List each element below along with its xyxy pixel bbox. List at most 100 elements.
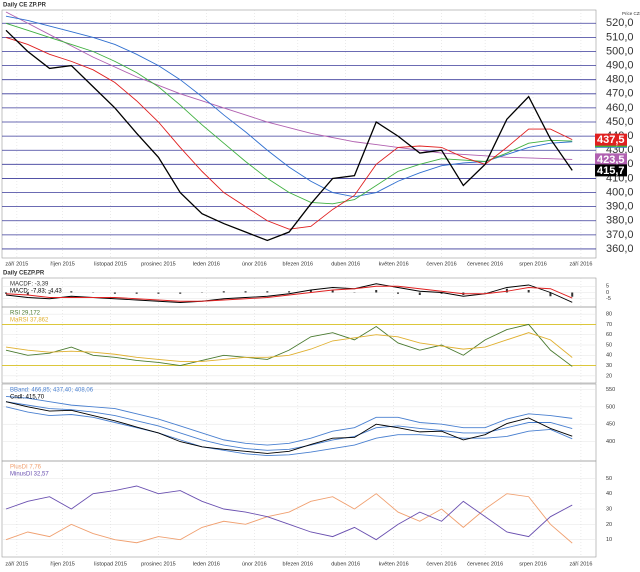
y-tick-label: 460,0 <box>606 102 634 114</box>
y-tick-label: 400,0 <box>606 186 634 198</box>
histogram-bar <box>179 292 182 294</box>
legend-entry: MACD: -7,83; -4,43 <box>10 289 62 295</box>
y-tick-label: 400 <box>606 439 615 445</box>
x-tick-label: červenec 2016 <box>467 561 503 567</box>
histogram-bar <box>244 291 247 293</box>
y-tick-label: 390,0 <box>606 201 634 213</box>
series-line <box>5 29 573 242</box>
panel-title: Daily CEZP.PR <box>3 271 45 277</box>
histogram-bar <box>70 291 73 293</box>
x-tick-label: červen 2016 <box>426 261 456 267</box>
y-tick-label: 360,0 <box>606 243 634 255</box>
series-line <box>5 401 573 451</box>
price-marker-label: 437,5 <box>597 134 625 146</box>
x-tick-label: únor 2016 <box>242 561 267 567</box>
y-tick-label: 50 <box>606 476 612 482</box>
x-tick-label: červenec 2016 <box>467 261 503 267</box>
x-tick-label: květen 2016 <box>379 261 409 267</box>
histogram-bar <box>5 292 7 294</box>
histogram-bar <box>397 292 399 294</box>
x-tick-label: prosinec 2015 <box>141 261 176 267</box>
histogram-bar <box>26 292 29 295</box>
x-tick-label: duben 2016 <box>331 561 360 567</box>
series-line <box>5 406 573 456</box>
histogram-bar <box>571 292 574 297</box>
series-line <box>5 285 573 302</box>
y-tick-label: 380,0 <box>606 215 634 227</box>
y-tick-label: 20 <box>606 373 612 379</box>
x-tick-label: listopad 2015 <box>94 561 127 567</box>
y-tick-label: 520,0 <box>606 17 634 29</box>
x-tick-label: duben 2016 <box>331 261 360 267</box>
x-tick-label: květen 2016 <box>379 561 409 567</box>
y-tick-label: 40 <box>606 353 612 359</box>
y-tick-label: 500 <box>606 404 615 410</box>
histogram-bar <box>418 292 421 295</box>
x-tick-label: srpen 2016 <box>519 561 547 567</box>
series-line <box>5 493 573 544</box>
x-tick-label: září 2016 <box>569 561 592 567</box>
y-tick-label: 50 <box>606 342 612 348</box>
y-axis-label: Price CZK <box>622 11 640 16</box>
price-marker <box>595 133 627 146</box>
histogram-bar <box>48 292 51 294</box>
y-tick-label: 480,0 <box>606 74 634 86</box>
histogram-bar <box>549 292 552 297</box>
x-tick-label: září 2015 <box>5 261 28 267</box>
histogram-bar <box>309 290 312 293</box>
x-tick-label: březen 2016 <box>283 561 314 567</box>
x-tick-label: září 2016 <box>569 261 592 267</box>
y-tick-label: 0 <box>606 290 609 296</box>
y-tick-label: 490,0 <box>606 60 634 72</box>
price-marker <box>595 153 627 166</box>
y-tick-label: 10 <box>606 537 612 543</box>
legend-entry: Cndl: 415,70 <box>10 395 45 401</box>
x-tick-label: září 2015 <box>5 561 28 567</box>
histogram-bar <box>375 290 378 293</box>
x-tick-label: březen 2016 <box>283 261 314 267</box>
histogram-bar <box>440 292 443 294</box>
x-tick-label: říjen 2015 <box>50 261 74 267</box>
histogram-bar <box>331 290 334 293</box>
price-marker-label: 423,5 <box>597 154 625 166</box>
series-line <box>5 11 573 160</box>
series-line <box>5 485 573 541</box>
y-tick-label: -5 <box>606 296 611 302</box>
y-tick-label: 80 <box>606 312 612 318</box>
price-marker-label: 415,7 <box>597 165 625 177</box>
legend-entry: MinusDI 32,57 <box>10 472 49 478</box>
y-tick-label: 510,0 <box>606 31 634 43</box>
histogram-bar <box>113 292 116 294</box>
y-tick-label: 70 <box>606 322 612 328</box>
series-line <box>5 395 573 446</box>
histogram-bar <box>505 288 508 293</box>
x-tick-label: červen 2016 <box>426 561 456 567</box>
y-tick-label: 60 <box>606 332 612 338</box>
series-line <box>5 401 573 454</box>
series-line <box>5 36 573 230</box>
x-tick-label: srpen 2016 <box>519 261 547 267</box>
y-tick-label: 5 <box>606 284 609 290</box>
series-line <box>5 323 573 367</box>
y-tick-label: 370,0 <box>606 229 634 241</box>
legend-entry: RSI 29,172 <box>10 311 41 317</box>
y-tick-label: 470,0 <box>606 88 634 100</box>
x-tick-label: únor 2016 <box>242 261 267 267</box>
x-tick-label: listopad 2015 <box>94 261 127 267</box>
x-tick-label: leden 2016 <box>193 561 220 567</box>
histogram-bar <box>527 290 530 293</box>
series-line <box>5 22 573 205</box>
series-line <box>5 15 573 198</box>
histogram-bar <box>222 291 225 293</box>
panel <box>1 383 597 462</box>
histogram-bar <box>266 291 269 293</box>
x-tick-label: říjen 2015 <box>50 561 74 567</box>
panel-title: Daily CE ZP.PR <box>3 3 47 9</box>
y-tick-label: 500,0 <box>606 45 634 57</box>
series-line <box>5 332 573 362</box>
y-tick-label: 30 <box>606 506 612 512</box>
histogram-bar <box>135 292 138 294</box>
legend-entry: BBand: 466,85; 437,40; 408,06 <box>10 388 94 394</box>
histogram-bar <box>157 292 160 294</box>
y-tick-label: 40 <box>606 491 612 497</box>
